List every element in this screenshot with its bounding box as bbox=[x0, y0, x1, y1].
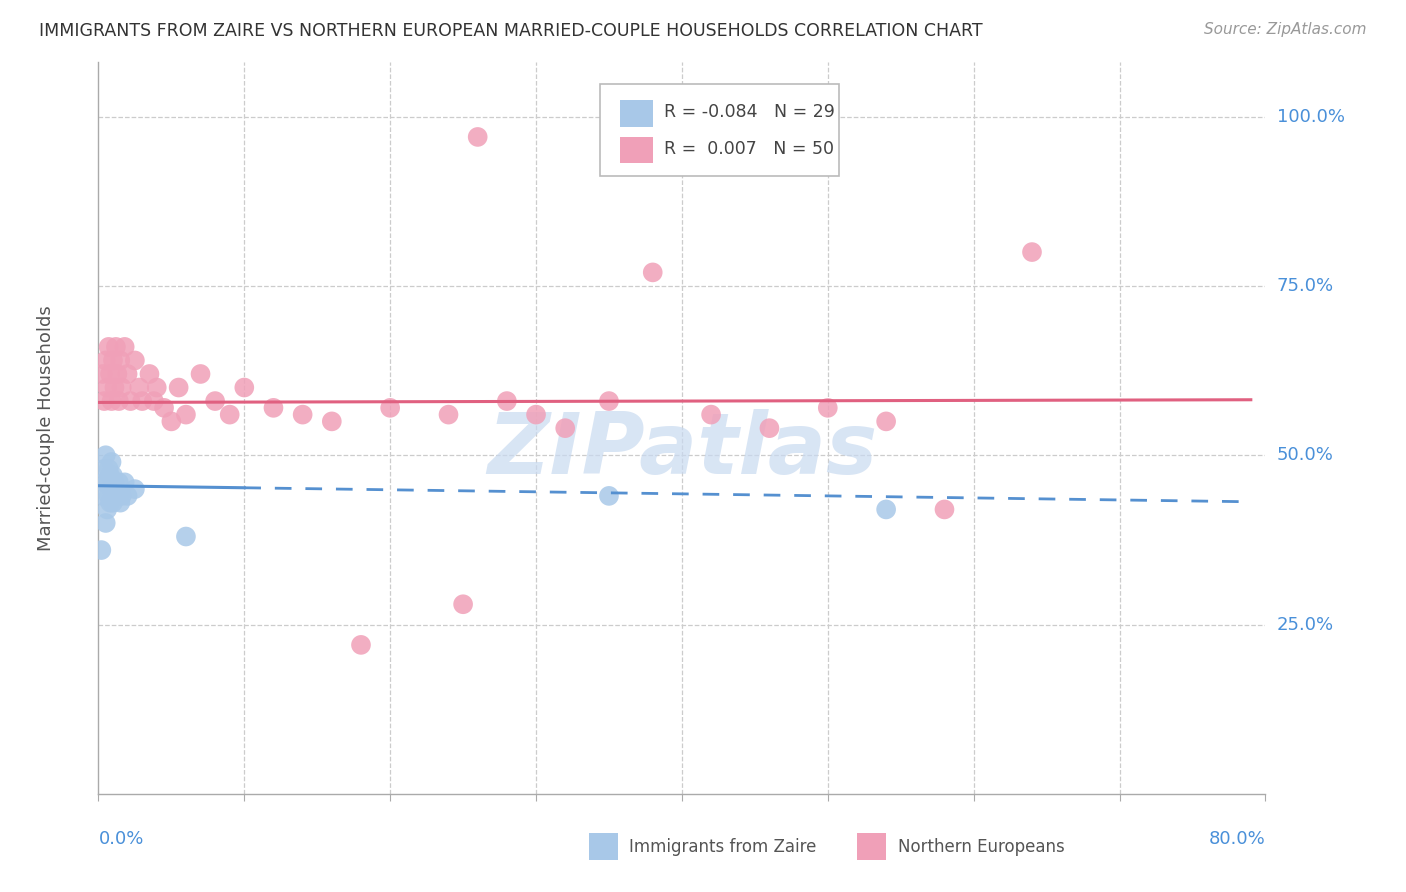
Point bbox=[114, 340, 136, 354]
Point bbox=[153, 401, 176, 415]
Point bbox=[97, 489, 120, 503]
Text: Immigrants from Zaire: Immigrants from Zaire bbox=[630, 838, 817, 855]
Point bbox=[350, 638, 373, 652]
FancyBboxPatch shape bbox=[600, 85, 839, 176]
Point bbox=[100, 482, 122, 496]
Point bbox=[96, 502, 118, 516]
Point bbox=[98, 367, 121, 381]
Text: 80.0%: 80.0% bbox=[1209, 830, 1265, 848]
Bar bbox=[620, 101, 652, 127]
Bar bbox=[858, 833, 886, 860]
Point bbox=[117, 367, 139, 381]
Point bbox=[100, 455, 122, 469]
Point bbox=[1021, 245, 1043, 260]
Point bbox=[101, 353, 124, 368]
Text: 100.0%: 100.0% bbox=[1277, 108, 1344, 126]
Point bbox=[91, 489, 114, 503]
Point bbox=[103, 475, 125, 490]
Point bbox=[103, 380, 125, 394]
Point bbox=[94, 448, 117, 462]
Point bbox=[101, 468, 124, 483]
Point bbox=[120, 394, 142, 409]
Point bbox=[97, 462, 120, 476]
Point bbox=[96, 380, 118, 394]
Point bbox=[104, 340, 127, 354]
Point bbox=[218, 408, 240, 422]
Point bbox=[496, 394, 519, 409]
Bar bbox=[620, 137, 652, 163]
Point bbox=[321, 414, 343, 428]
Point bbox=[190, 367, 212, 381]
Text: ZIPatlas: ZIPatlas bbox=[486, 409, 877, 491]
Point bbox=[875, 502, 897, 516]
Point bbox=[598, 394, 620, 409]
Point bbox=[160, 414, 183, 428]
Point bbox=[641, 265, 664, 279]
Point bbox=[934, 502, 956, 516]
Point bbox=[167, 380, 190, 394]
Point bbox=[291, 408, 314, 422]
Point bbox=[875, 414, 897, 428]
Point bbox=[114, 475, 136, 490]
Point bbox=[437, 408, 460, 422]
Point bbox=[101, 496, 124, 510]
Point bbox=[98, 496, 121, 510]
Point bbox=[97, 340, 120, 354]
Point bbox=[108, 394, 131, 409]
Text: Source: ZipAtlas.com: Source: ZipAtlas.com bbox=[1204, 22, 1367, 37]
Text: 0.0%: 0.0% bbox=[98, 830, 143, 848]
Point bbox=[817, 401, 839, 415]
Point bbox=[93, 475, 115, 490]
Point bbox=[98, 468, 121, 483]
Text: R =  0.007   N = 50: R = 0.007 N = 50 bbox=[665, 140, 834, 158]
Text: 50.0%: 50.0% bbox=[1277, 446, 1333, 464]
Point bbox=[758, 421, 780, 435]
Point bbox=[103, 489, 125, 503]
Point bbox=[117, 489, 139, 503]
Point bbox=[262, 401, 284, 415]
Text: IMMIGRANTS FROM ZAIRE VS NORTHERN EUROPEAN MARRIED-COUPLE HOUSEHOLDS CORRELATION: IMMIGRANTS FROM ZAIRE VS NORTHERN EUROPE… bbox=[39, 22, 983, 40]
Point bbox=[104, 482, 127, 496]
Point bbox=[380, 401, 402, 415]
Point bbox=[110, 496, 132, 510]
Point bbox=[524, 408, 547, 422]
Point bbox=[100, 394, 122, 409]
Point bbox=[554, 421, 576, 435]
Text: R = -0.084   N = 29: R = -0.084 N = 29 bbox=[665, 103, 835, 121]
Point bbox=[111, 489, 134, 503]
Point bbox=[93, 394, 115, 409]
Point bbox=[128, 380, 150, 394]
Point bbox=[96, 475, 118, 490]
Point bbox=[142, 394, 165, 409]
Point bbox=[94, 353, 117, 368]
Point bbox=[124, 482, 146, 496]
Point bbox=[110, 353, 132, 368]
Bar bbox=[589, 833, 617, 860]
Text: Northern Europeans: Northern Europeans bbox=[898, 838, 1064, 855]
Point bbox=[174, 529, 197, 543]
Point bbox=[204, 394, 226, 409]
Point bbox=[146, 380, 169, 394]
Point bbox=[598, 489, 620, 503]
Point bbox=[467, 130, 489, 145]
Point bbox=[108, 475, 131, 490]
Point bbox=[233, 380, 256, 394]
Point bbox=[451, 597, 474, 611]
Point bbox=[138, 367, 160, 381]
Point bbox=[111, 380, 134, 394]
Point bbox=[91, 367, 114, 381]
Point bbox=[124, 353, 146, 368]
Point bbox=[105, 367, 128, 381]
Point bbox=[700, 408, 723, 422]
Point bbox=[105, 489, 128, 503]
Point bbox=[131, 394, 153, 409]
Text: Married-couple Households: Married-couple Households bbox=[37, 305, 55, 551]
Point bbox=[94, 516, 117, 530]
Point bbox=[93, 462, 115, 476]
Text: 25.0%: 25.0% bbox=[1277, 615, 1334, 633]
Point bbox=[90, 543, 112, 558]
Point bbox=[174, 408, 197, 422]
Text: 75.0%: 75.0% bbox=[1277, 277, 1334, 295]
